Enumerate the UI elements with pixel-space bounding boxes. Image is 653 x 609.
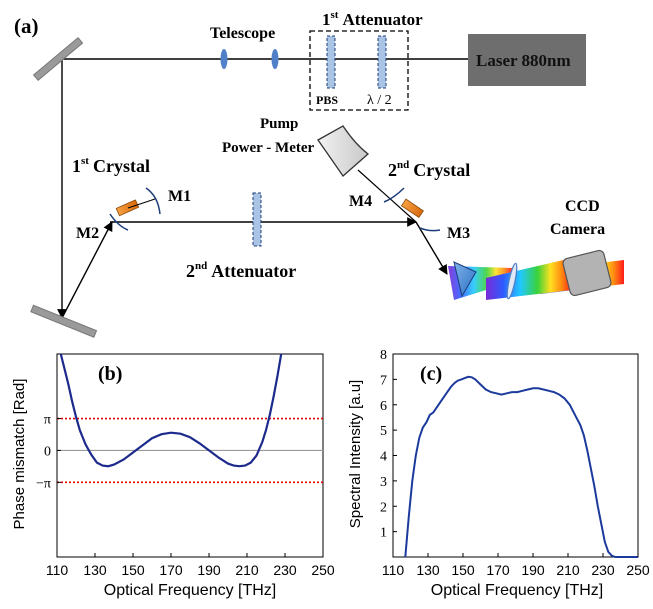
y-tick-label: π [44,413,51,428]
laser-box [468,34,586,86]
beam-to-prism [415,221,448,275]
spectral-intensity-chart: 110 130 150 170 190 210 230 250 1 2 3 4 5 6 7 8 (c) Op… [347,348,650,599]
laser-label: Laser 880nm [476,51,571,70]
halfwave-plate [377,35,387,89]
chart-b-panel-label: (b) [98,363,122,385]
ccd-camera-body [562,249,612,297]
ccd-label: CCD [565,198,600,215]
crystal-1 [115,199,140,217]
attenuator-2-element [252,192,262,247]
x-tick-label: 210 [235,562,259,578]
x-tick-label: 230 [273,562,297,578]
focusing-lens [506,262,518,300]
y-tick-label: 2 [380,500,387,515]
y-tick-label: 7 [380,373,387,388]
attenuator-1-box [309,30,409,111]
power-meter-label: Power - Meter [222,140,315,156]
y-tick-label: 8 [380,348,387,363]
power-meter-detector [317,125,370,177]
x-tick-label: 130 [416,562,440,578]
mirror-m4 [383,187,405,203]
pbs-label: PBS [316,93,338,107]
beam-to-pump-meter [357,169,417,223]
x-tick-label: 250 [311,562,335,578]
y-tick-label: 6 [380,399,387,414]
pbs-element [326,35,336,89]
crystal-1-label: 1st Crystal [72,155,150,176]
chart-b-x-ticks: 110 130 150 170 190 210 230 250 [46,553,335,578]
x-tick-label: 210 [556,562,580,578]
halfwave-label: λ / 2 [367,93,392,108]
m3-label: M3 [447,225,470,242]
chart-c-panel-label: (c) [420,363,442,385]
chart-b-frame [56,353,324,558]
x-tick-label: 110 [46,562,69,578]
x-tick-label: 150 [451,562,475,578]
chart-b-reference-lines [57,417,323,484]
x-tick-label: 130 [83,562,107,578]
m4-label: M4 [349,193,372,210]
prism [453,261,477,298]
attenuator-2-label: 2nd Attenuator [186,260,296,281]
chart-c-x-ticks: 110 130 150 170 190 210 230 250 [382,553,650,578]
chart-b-curve [59,353,283,468]
chart-b-y-ticks: π 0 −π [36,413,61,491]
crystal-2-label: 2nd Crystal [388,159,470,180]
phase-mismatch-chart: 110 130 150 170 190 210 230 250 π 0 −π (b) Optica… [11,353,335,599]
y-tick-label: 5 [380,424,387,439]
telescope-label: Telescope [210,25,275,42]
crystal-1-beam [127,198,156,209]
mirror-top-left [32,36,84,82]
chart-c-xlabel: Optical Frequency [THz] [431,582,604,599]
beam-to-m2 [61,221,113,319]
chart-c-ylabel: Spectral Intensity [a.u] [347,380,364,528]
x-tick-label: 150 [121,562,145,578]
m2-label: M2 [76,225,99,242]
setup-diagram: (a) Telescope 1st Attenuator PBS λ / 2 La… [14,9,624,338]
x-tick-label: 190 [521,562,545,578]
attenuator-1-label: 1st Attenuator [322,9,423,29]
mirror-bottom-left [30,304,98,338]
mirror-m2 [109,213,129,231]
telescope-lens-2 [271,49,279,69]
y-tick-label: −π [36,476,51,491]
y-tick-label: 0 [44,444,51,459]
mirror-m1 [145,187,161,215]
m1-label: M1 [168,188,191,205]
chart-c-y-ticks: 1 2 3 4 5 6 7 8 [380,348,397,541]
x-tick-label: 170 [159,562,183,578]
x-tick-label: 190 [197,562,221,578]
chart-c-curve [404,375,638,558]
panel-a-label: (a) [14,14,39,38]
crystal-2 [400,198,424,219]
pump-label: Pump [260,116,298,132]
y-tick-label: 1 [380,526,387,541]
spectrum-beam [486,258,572,300]
telescope-lens-1 [220,49,228,69]
y-tick-label: 3 [380,475,387,490]
chart-b-xlabel: Optical Frequency [THz] [104,582,277,599]
mirror-m3 [419,227,441,232]
x-tick-label: 250 [626,562,650,578]
camera-label: Camera [550,221,605,238]
x-tick-label: 170 [486,562,510,578]
y-tick-label: 4 [380,450,387,465]
chart-b-ylabel: Phase mismatch [Rad] [11,379,28,530]
x-tick-label: 230 [591,562,615,578]
x-tick-label: 110 [382,562,405,578]
